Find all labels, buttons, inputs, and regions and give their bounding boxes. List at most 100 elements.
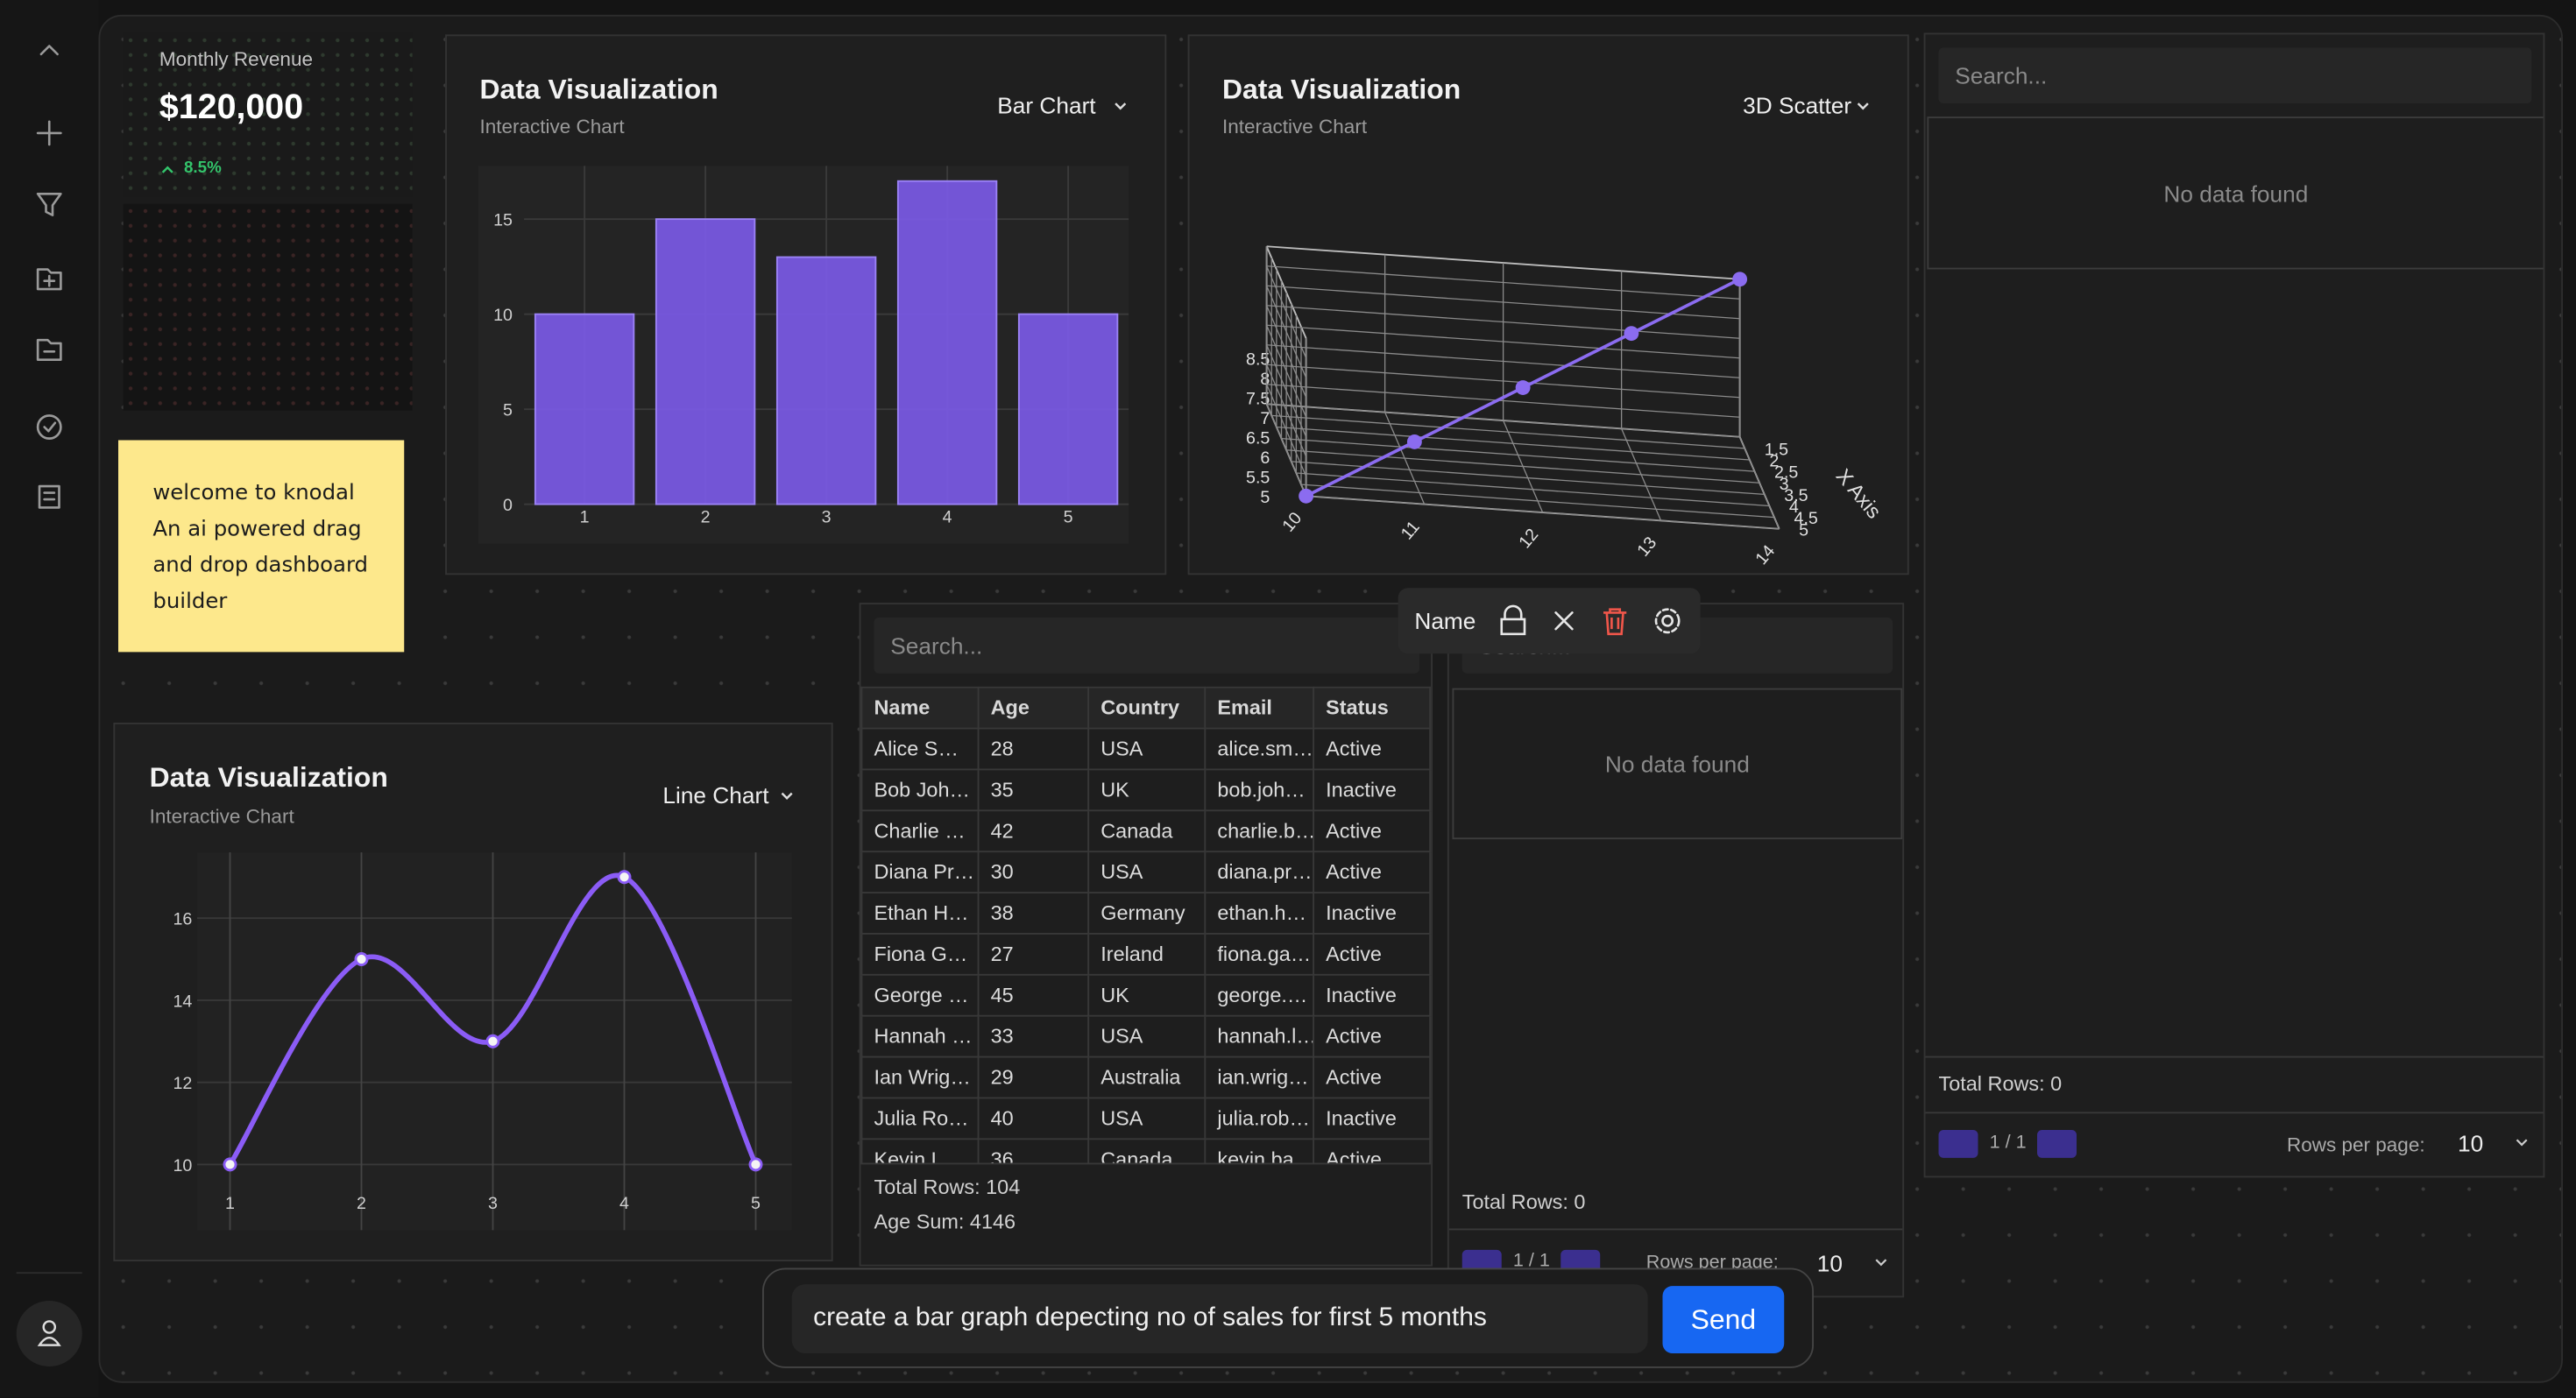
x-tick-label: 1 [580,507,590,526]
bar [775,256,877,505]
z-tick-label: 5.5 [1246,468,1270,487]
table-cell: 40 [977,1097,1090,1140]
table-cell: Active [1313,933,1432,976]
table-cell: Diana Pr… [860,851,980,893]
grid-line [1276,426,1750,461]
y-tick-label: 15 [493,211,513,230]
toolbar-icons [1500,604,1681,636]
search-input[interactable]: Search... [874,618,1419,674]
table-cell: Active [1313,1014,1432,1058]
x-tick-label: 4 [619,1194,629,1213]
column-header: Age [977,686,1090,730]
x-tick-label: 2 [1769,452,1779,471]
x-tick-label: 5 [1799,520,1808,540]
next-page-button[interactable] [2037,1130,2077,1158]
add-icon[interactable] [36,120,62,146]
table-cell: 30 [977,851,1090,893]
table-cell: Inactive [1313,892,1432,935]
table-cell: George … [860,973,980,1017]
search-input[interactable]: Search... [1938,47,2532,104]
filter-icon[interactable] [36,192,62,216]
line-chart-card[interactable]: Data Visualization Interactive Chart Lin… [113,723,833,1261]
page-indicator: 1 / 1 [1512,1251,1550,1272]
send-button[interactable]: Send [1662,1286,1785,1353]
age-sum: Age Sum: 4146 [874,1210,1016,1234]
check-icon[interactable] [36,414,62,440]
table-cell: Inactive [1313,973,1432,1017]
x-tick-label: 3 [1780,475,1789,494]
close-icon[interactable] [1554,611,1574,631]
export-icon[interactable] [36,338,62,361]
z-tick-label: 7.5 [1246,389,1270,408]
x-tick-label: 3 [822,507,832,526]
table-cell: hannah.l… [1204,1014,1314,1058]
sticky-note[interactable]: welcome to knodal An ai powered drag and d… [118,440,405,653]
sidebar [0,0,99,1398]
collapse-icon[interactable] [39,45,59,56]
prompt-input[interactable]: create a bar graph depecting no of sales… [791,1284,1648,1353]
y-tick-label: 14 [173,992,192,1011]
grid-line [1739,436,1780,530]
y-tick-label: 10 [1278,509,1306,536]
table-cell: 42 [977,809,1090,853]
document-icon[interactable] [38,484,60,509]
scatter-chart-card[interactable]: Data Visualization Interactive Chart 3D … [1187,34,1909,575]
table-cell: ian.wrig… [1204,1056,1314,1099]
import-icon[interactable] [36,268,62,291]
chart-type-select[interactable]: Line Chart [662,781,769,808]
total-rows: Total Rows: 0 [1461,1190,1586,1214]
table-cell: USA [1087,1014,1207,1058]
data-point [1732,272,1748,287]
table-cell: Julia Ro… [860,1097,980,1140]
y-tick-label: 12 [1515,525,1542,552]
delete-icon[interactable] [1603,608,1627,636]
settings-icon[interactable] [1661,614,1674,627]
y-tick-label: 16 [173,910,192,929]
z-tick-label: 6.5 [1246,428,1270,448]
lock-icon[interactable] [1500,604,1526,636]
rows-per-page-select[interactable]: 10 [1816,1249,1843,1276]
revenue-change: 8.5% [184,159,222,178]
bar-chart-card[interactable]: Data Visualization Interactive Chart Bar… [445,34,1167,575]
column-header: Country [1087,686,1207,730]
data-table: Name Age Country Email Status Alice S… 28 USA a… [860,686,1432,1163]
rows-per-page-select[interactable]: 10 [2458,1130,2484,1156]
table-cell: UK [1087,768,1207,812]
table-cell: 29 [977,1056,1090,1099]
x-tick-label: 1 [225,1194,235,1213]
chevron-icon [1115,102,1127,110]
table-cell: Inactive [1313,768,1432,812]
revenue-card[interactable]: Monthly Revenue $120,000 8.5% [123,32,413,197]
chart-type-select[interactable]: 3D Scatter [1743,92,1852,118]
table-scroll: Name Age Country Email Status Alice S… 28 USA a… [860,686,1432,1163]
z-tick-label: 8 [1260,370,1270,389]
card-title: Data Visualization [1222,74,1461,105]
card-title: Data Visualization [479,74,718,105]
table-cell: UK [1087,973,1207,1017]
element-name[interactable]: Name [1414,607,1476,634]
revenue-sparkline-area [123,203,413,411]
x-tick-label: 2 [357,1194,366,1213]
prev-page-button[interactable] [1938,1130,1978,1158]
data-point [1624,326,1639,342]
grid-line [1300,484,1775,519]
data-table-card[interactable]: Search... Name Age Country Email Status Alic… [859,603,1433,1267]
middle-table-card[interactable]: Search... No data found Total Rows: 0 1 … [1447,603,1905,1298]
table-cell: Ireland [1087,933,1207,976]
prompt-bar: create a bar graph depecting no of sales… [762,1267,1814,1368]
y-tick-label: 0 [503,496,513,515]
chart-type-select[interactable]: Bar Chart [997,92,1096,118]
table-cell: Active [1313,1138,1432,1163]
chevron-icon [2516,1139,2528,1147]
table-cell: Active [1313,809,1432,853]
data-point [1299,488,1314,504]
note-line: builder [152,590,228,615]
x-tick-label: 3 [488,1194,498,1213]
element-toolbar: Name [1398,588,1701,654]
right-table-card[interactable]: Search... No data found Total Rows: 0 1 … [1923,32,2545,1178]
data-point [1406,434,1422,449]
table-cell: Hannah … [860,1014,980,1058]
data-point [617,870,632,885]
x-tick-label: 1.5 [1765,440,1788,459]
